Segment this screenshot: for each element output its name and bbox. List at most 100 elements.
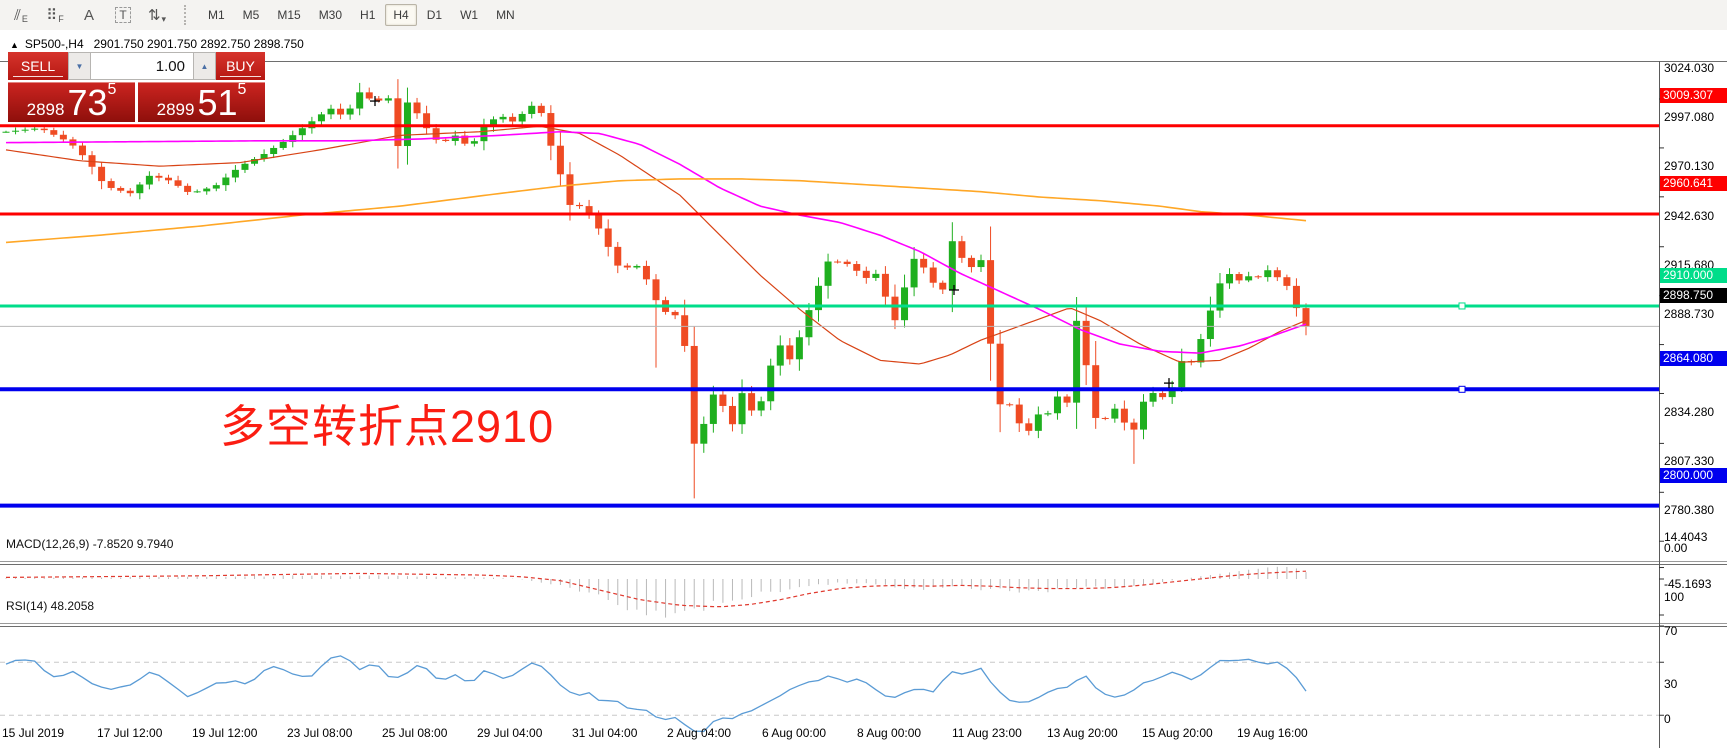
candle-body — [136, 184, 144, 194]
timeframe-button-MN[interactable]: MN — [496, 8, 515, 22]
text-label-icon: A — [83, 6, 94, 24]
arrow-objects-tool[interactable]: ⇅ ▾ — [144, 4, 170, 26]
candle-body — [451, 135, 459, 141]
candle-body — [728, 405, 736, 425]
sell-button[interactable]: SELL — [8, 52, 68, 80]
timeframe-button-M5[interactable]: M5 — [242, 8, 260, 22]
candle-body — [165, 177, 172, 181]
collapse-triangle-icon[interactable]: ▲ — [10, 40, 19, 50]
timeframe-button-W1[interactable]: W1 — [460, 8, 479, 22]
timeframe-button-D1[interactable]: D1 — [426, 8, 443, 22]
text-label-tool[interactable]: A — [76, 4, 102, 26]
timeframe-button-M15[interactable]: M15 — [277, 8, 301, 22]
candle-body — [509, 116, 517, 122]
macd-signal-line — [5, 570, 1307, 608]
candle-body — [317, 114, 325, 122]
candle-body — [1015, 404, 1023, 424]
timeframe-button-M1[interactable]: M1 — [208, 8, 225, 22]
candle-body — [910, 258, 918, 288]
candle-body — [690, 345, 698, 444]
candle-body — [231, 169, 239, 178]
candle-body — [394, 98, 402, 147]
timeframe-button-H1[interactable]: H1 — [360, 8, 376, 22]
price-chart-canvas[interactable] — [0, 30, 1727, 748]
candle-body — [757, 401, 765, 411]
candle-body — [920, 258, 928, 268]
buy-price-prefix: 2899 — [156, 100, 195, 119]
candle-body — [1149, 393, 1157, 402]
candle-body — [614, 246, 622, 266]
candle-body — [40, 128, 48, 131]
candle-body — [939, 282, 947, 290]
candle-body — [384, 98, 392, 101]
timeframe-button-H4[interactable]: H4 — [385, 4, 417, 26]
candle-body — [1168, 387, 1176, 398]
ohlc-values-label: 2901.750 2901.750 2892.750 2898.750 — [93, 37, 304, 51]
buy-price-display[interactable]: 2899 51 5 — [138, 81, 265, 122]
timeframe-button-M30[interactable]: M30 — [318, 8, 343, 22]
line-anchor-handle[interactable] — [1458, 385, 1466, 393]
candle-body — [193, 191, 201, 193]
candle-body — [279, 141, 287, 148]
candle-body — [375, 98, 383, 101]
candle-body — [681, 315, 689, 346]
candle-body — [528, 105, 536, 114]
candle-body — [623, 265, 631, 268]
candle-body — [566, 174, 574, 205]
line-anchor-handle[interactable] — [1458, 302, 1466, 310]
text-tool[interactable]: T — [110, 4, 136, 26]
spinner-down-icon: ▼ — [75, 61, 84, 71]
candle-body — [853, 264, 861, 271]
volume-increase-button[interactable]: ▲ — [193, 52, 216, 80]
candle-body — [107, 181, 115, 188]
candle-body — [556, 145, 564, 175]
candle-body — [212, 185, 220, 189]
equidistant-channel-tool[interactable]: ⫽ E — [8, 4, 34, 26]
chart-title: ▲ SP500-,H4 2901.750 2901.750 2892.750 289… — [10, 37, 304, 51]
one-click-trading-panel: SELL ▼ ▲ BUY 2898 73 5 2899 51 5 — [8, 52, 265, 122]
candle-body — [585, 206, 593, 215]
candle-body — [1292, 285, 1300, 309]
volume-decrease-button[interactable]: ▼ — [68, 52, 91, 80]
candle-body — [805, 310, 813, 338]
fibonacci-retracement-icon: ⠿ — [46, 7, 58, 24]
candle-body — [987, 260, 995, 344]
candle-body — [1053, 396, 1061, 414]
sell-price-display[interactable]: 2898 73 5 — [8, 81, 135, 122]
candle-body — [1264, 270, 1272, 278]
candle-body — [251, 159, 259, 164]
candle-body — [1044, 413, 1052, 415]
candle-body — [996, 343, 1004, 405]
toolbar-separator — [184, 5, 190, 25]
candle-body — [203, 188, 211, 192]
candle-body — [748, 393, 756, 411]
candle-body — [709, 394, 717, 424]
spinner-up-icon: ▲ — [200, 61, 209, 71]
candle-body — [776, 345, 784, 366]
buy-price-sup: 5 — [237, 81, 247, 98]
candle-body — [815, 285, 822, 311]
candle-body — [1197, 339, 1205, 363]
candle-body — [719, 394, 727, 406]
volume-input[interactable] — [91, 52, 193, 80]
tool-modifier-glyph: ▾ — [161, 13, 167, 24]
chart-window[interactable]: 3024.030 2997.080 2970.130 2942.630 2915.680… — [0, 30, 1727, 748]
candle-body — [222, 177, 230, 186]
chart-text-annotation[interactable]: 多空转折点2910 — [220, 401, 555, 452]
candle-body — [59, 134, 67, 140]
candle-body — [738, 393, 746, 425]
candle-body — [50, 130, 58, 135]
buy-button[interactable]: BUY — [216, 52, 265, 80]
buy-button-label: BUY — [226, 58, 255, 74]
candle-body — [786, 345, 794, 360]
candle-body — [1082, 320, 1090, 366]
rsi-line — [5, 655, 1307, 733]
candle-body — [1063, 396, 1071, 403]
candle-body — [633, 265, 641, 268]
fibonacci-retracement-tool[interactable]: ⠿ F — [42, 4, 68, 26]
candle-body — [423, 113, 431, 129]
tool-modifier-glyph: F — [58, 14, 64, 24]
candle-body — [547, 113, 555, 146]
candle-body — [967, 257, 975, 268]
candle-body — [1101, 417, 1109, 419]
